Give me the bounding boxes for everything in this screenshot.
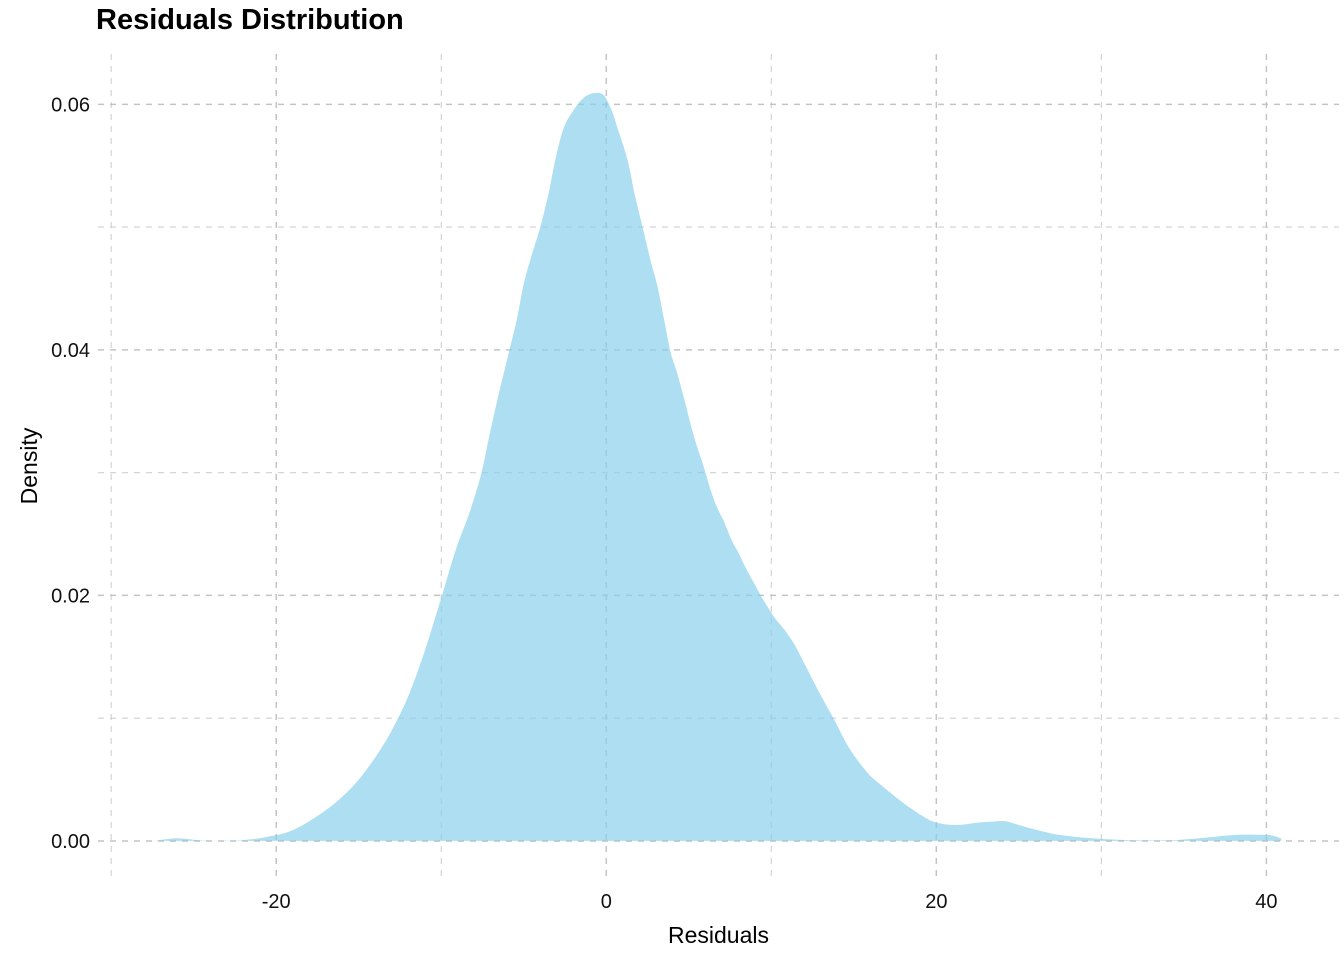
density-area bbox=[155, 92, 1282, 841]
x-axis-tick-label: -20 bbox=[262, 891, 291, 913]
x-axis-tick-label: 0 bbox=[601, 891, 612, 913]
y-axis-tick-label: 0.00 bbox=[51, 831, 90, 853]
x-axis-tick-label: 40 bbox=[1255, 891, 1277, 913]
y-axis-tick-label: 0.04 bbox=[51, 340, 90, 362]
chart-title: Residuals Distribution bbox=[96, 4, 404, 36]
y-axis-tick-label: 0.02 bbox=[51, 585, 90, 607]
y-axis-tick-label: 0.06 bbox=[51, 94, 90, 116]
x-axis-tick-label: 20 bbox=[925, 891, 947, 913]
x-axis-title: Residuals bbox=[668, 922, 769, 948]
